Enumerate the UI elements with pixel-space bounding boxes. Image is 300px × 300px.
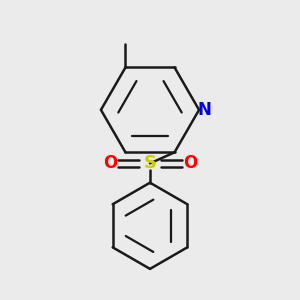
Text: S: S bbox=[143, 154, 157, 172]
Text: N: N bbox=[197, 101, 211, 119]
Text: O: O bbox=[103, 154, 117, 172]
Text: O: O bbox=[183, 154, 197, 172]
